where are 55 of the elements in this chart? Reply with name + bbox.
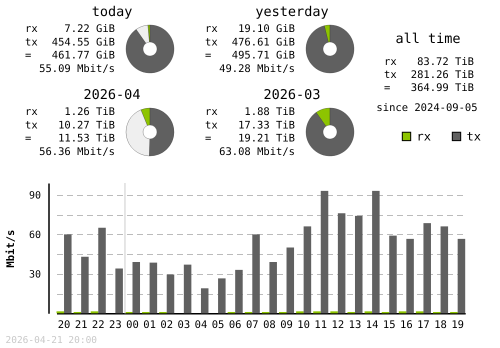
x-tick-label: 21 bbox=[74, 318, 88, 331]
x-tick-label: 11 bbox=[314, 318, 328, 331]
chart-title: 2026-03 bbox=[264, 87, 320, 103]
x-tick-label: 07 bbox=[246, 318, 259, 331]
text: tx 281.26 TiB bbox=[384, 69, 474, 81]
x-tick-label: 04 bbox=[194, 318, 208, 331]
x-tick-label: 22 bbox=[92, 318, 105, 331]
text: tx 476.61 GiB bbox=[205, 36, 295, 48]
x-tick-label: 00 bbox=[126, 318, 139, 331]
x-tick-label: 17 bbox=[417, 318, 430, 331]
text: = 364.99 TiB bbox=[384, 82, 474, 94]
x-tick-label: 05 bbox=[212, 318, 224, 331]
text: all time bbox=[395, 31, 461, 47]
chart-title: 2026-04 bbox=[84, 87, 140, 103]
text: = 495.71 GiB bbox=[205, 50, 295, 62]
text: rx 7.22 GiB bbox=[25, 23, 115, 35]
y-tick-label: 90 bbox=[28, 190, 41, 202]
x-tick-label: 12 bbox=[332, 318, 344, 331]
x-tick-label: 08 bbox=[263, 318, 276, 331]
text: rx 1.88 TiB bbox=[205, 106, 295, 118]
text: rx 1.26 TiB bbox=[25, 106, 115, 118]
legend-label: tx bbox=[466, 129, 481, 144]
text: rx 83.72 TiB bbox=[384, 56, 474, 68]
y-tick-label: 60 bbox=[28, 230, 41, 241]
x-tick-label: 16 bbox=[400, 318, 413, 331]
x-tick-label: 15 bbox=[382, 318, 396, 331]
x-tick-label: 19 bbox=[451, 318, 464, 331]
text: tx 10.27 TiB bbox=[25, 119, 115, 132]
y-axis-title: Mbit/s bbox=[5, 230, 17, 268]
text: 63.08 Mbit/s bbox=[219, 146, 295, 158]
x-tick-label: 23 bbox=[109, 318, 122, 331]
x-tick-label: 14 bbox=[366, 318, 378, 331]
text: rx 19.10 GiB bbox=[205, 23, 295, 35]
x-tick-label: 20 bbox=[58, 318, 70, 331]
x-tick-label: 10 bbox=[297, 318, 310, 331]
text: 55.09 Mbit/s bbox=[39, 62, 115, 75]
text: = 19.21 TiB bbox=[205, 132, 295, 145]
chart-title: yesterday bbox=[255, 4, 329, 20]
x-tick-label: 02 bbox=[160, 318, 174, 331]
x-tick-label: 06 bbox=[228, 318, 242, 331]
x-tick-label: 01 bbox=[143, 318, 156, 331]
chart-title: today bbox=[92, 4, 132, 20]
text: tx 454.55 GiB bbox=[25, 36, 115, 48]
x-tick-label: 13 bbox=[348, 318, 362, 331]
text: = 461.77 GiB bbox=[25, 50, 115, 62]
y-tick-label: 30 bbox=[28, 269, 41, 280]
text: = 11.53 TiB bbox=[25, 132, 115, 145]
x-tick-label: 09 bbox=[280, 318, 293, 331]
x-tick-label: 18 bbox=[434, 318, 447, 331]
text: since 2024-09-05 bbox=[376, 102, 478, 114]
x-tick-label: 03 bbox=[178, 318, 190, 331]
text: 56.36 Mbit/s bbox=[39, 146, 115, 158]
legend-label: rx bbox=[416, 129, 431, 144]
text: tx 17.33 TiB bbox=[205, 119, 295, 132]
text: 49.28 Mbit/s bbox=[219, 62, 295, 75]
